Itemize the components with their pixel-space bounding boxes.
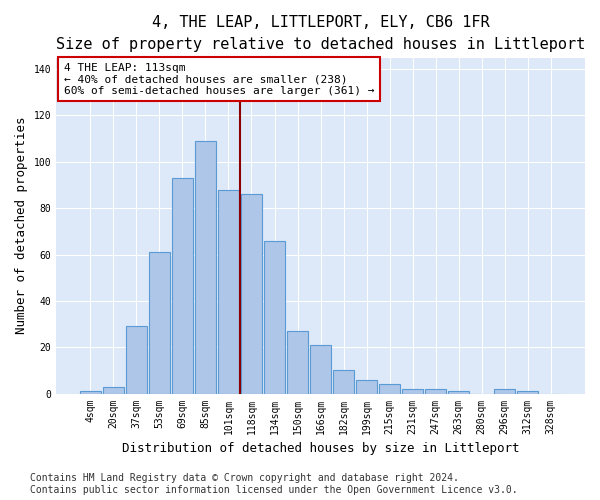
Bar bbox=[356, 380, 377, 394]
Bar bbox=[241, 194, 262, 394]
Bar bbox=[517, 391, 538, 394]
Bar bbox=[333, 370, 354, 394]
Y-axis label: Number of detached properties: Number of detached properties bbox=[15, 117, 28, 334]
Bar bbox=[494, 389, 515, 394]
Bar bbox=[379, 384, 400, 394]
Bar bbox=[425, 389, 446, 394]
Bar bbox=[310, 345, 331, 394]
Bar bbox=[172, 178, 193, 394]
Bar bbox=[402, 389, 423, 394]
Bar bbox=[126, 326, 147, 394]
Title: 4, THE LEAP, LITTLEPORT, ELY, CB6 1FR
Size of property relative to detached hous: 4, THE LEAP, LITTLEPORT, ELY, CB6 1FR Si… bbox=[56, 15, 585, 52]
Text: 4 THE LEAP: 113sqm
← 40% of detached houses are smaller (238)
60% of semi-detach: 4 THE LEAP: 113sqm ← 40% of detached hou… bbox=[64, 62, 374, 96]
Bar bbox=[448, 391, 469, 394]
Bar bbox=[195, 141, 216, 394]
Bar bbox=[149, 252, 170, 394]
Bar bbox=[103, 386, 124, 394]
Text: Contains HM Land Registry data © Crown copyright and database right 2024.
Contai: Contains HM Land Registry data © Crown c… bbox=[30, 474, 518, 495]
Bar bbox=[80, 391, 101, 394]
X-axis label: Distribution of detached houses by size in Littleport: Distribution of detached houses by size … bbox=[122, 442, 519, 455]
Bar bbox=[218, 190, 239, 394]
Bar bbox=[287, 331, 308, 394]
Bar bbox=[264, 240, 285, 394]
